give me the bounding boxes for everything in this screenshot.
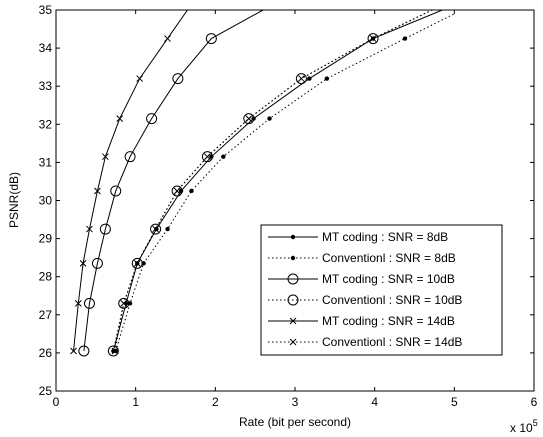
data-point-dot: [178, 188, 184, 194]
data-point-x: [111, 347, 119, 355]
data-point-circle: [367, 33, 379, 45]
x-multiplier: x 105: [510, 418, 538, 435]
data-point-x: [164, 35, 171, 42]
data-point-dot: [324, 76, 330, 81]
data-point-circle: [146, 113, 158, 125]
data-point-x: [298, 75, 305, 82]
data-point-circle: [107, 345, 119, 357]
series-line: [73, 10, 188, 352]
data-point-dot: [221, 154, 226, 159]
data-point-x: [204, 153, 211, 161]
legend-entry: Conventionl : SNR = 14dB: [268, 335, 462, 349]
data-point-circle: [287, 273, 299, 285]
data-point-circle: [171, 185, 183, 197]
legend-label: Conventionl : SNR = 10dB: [322, 293, 462, 307]
legend-label: MT coding : SNR = 10dB: [322, 272, 455, 286]
data-point-dot: [267, 116, 272, 121]
data-point-x: [133, 260, 141, 267]
y-tick-label: 27: [39, 308, 53, 322]
legend-label: Conventionl : SNR = 14dB: [322, 335, 462, 349]
y-tick-label: 31: [39, 155, 53, 169]
data-point-dot: [165, 226, 170, 232]
series-5: [70, 10, 188, 355]
data-point-dot: [290, 234, 296, 240]
y-tick-label: 35: [39, 3, 53, 17]
data-point-x: [94, 187, 101, 195]
data-point-x: [116, 115, 124, 122]
legend-label: Conventionl : SNR = 8dB: [322, 251, 456, 265]
data-point-dot: [209, 154, 214, 159]
data-point-x: [86, 225, 93, 233]
legend-entry: Conventionl : SNR = 10dB: [268, 293, 462, 307]
data-point-circle: [295, 73, 307, 85]
data-point-circle: [110, 185, 122, 197]
data-point-x: [120, 300, 128, 307]
legend: MT coding : SNR = 8dB Conventionl : SNR =…: [260, 224, 503, 356]
data-point-circle: [172, 73, 184, 85]
x-tick-label: 1: [132, 395, 139, 409]
data-point-x: [289, 338, 297, 346]
x-multiplier-base: x 10: [510, 421, 533, 435]
y-tick-label: 26: [39, 346, 53, 360]
data-point-x: [173, 187, 181, 195]
data-point-dot: [113, 348, 118, 354]
data-point-circle: [91, 257, 103, 269]
y-axis-label: PSNR(dB): [7, 172, 21, 228]
x-tick-label: 3: [292, 395, 299, 409]
legend-entry: Conventionl : SNR = 8dB: [268, 251, 456, 265]
series-6: [111, 10, 433, 355]
data-point-x: [369, 35, 377, 42]
data-point-circle: [78, 345, 90, 357]
data-point-circle: [287, 294, 299, 306]
data-point-x: [136, 75, 144, 82]
x-tick-label: 6: [531, 395, 538, 409]
x-tick-label: 4: [371, 395, 378, 409]
data-point-x: [245, 115, 253, 122]
legend-entry: MT coding : SNR = 8dB: [268, 230, 448, 244]
data-point-circle: [131, 257, 143, 269]
y-tick-label: 30: [39, 194, 53, 208]
data-point-x: [79, 260, 87, 267]
data-point-dot: [290, 255, 296, 261]
data-point-dot: [307, 76, 312, 81]
y-tick-label: 33: [39, 79, 53, 93]
legend-entry: MT coding : SNR = 14dB: [268, 314, 455, 328]
data-point-circle: [118, 297, 130, 309]
data-point-circle: [124, 151, 136, 163]
x-tick-label: 5: [451, 395, 458, 409]
data-point-dot: [402, 36, 408, 41]
series-3: [78, 10, 264, 357]
series-line: [83, 10, 264, 352]
y-tick-label: 34: [39, 41, 53, 55]
data-point-x: [70, 347, 77, 355]
legend-label: MT coding : SNR = 8dB: [322, 230, 448, 244]
data-point-x: [74, 300, 82, 307]
series-line: [114, 10, 433, 352]
x-tick-label: 0: [53, 395, 60, 409]
data-point-x: [152, 225, 159, 233]
x-tick-label: 2: [212, 395, 219, 409]
data-point-circle: [150, 223, 162, 235]
y-tick-label: 25: [39, 384, 53, 398]
y-tick-label: 28: [39, 270, 53, 284]
legend-label: MT coding : SNR = 14dB: [322, 314, 455, 328]
x-axis-label: Rate (bit per second): [239, 415, 351, 429]
data-point-circle: [201, 151, 213, 163]
data-point-circle: [99, 223, 111, 235]
data-point-circle: [205, 33, 217, 45]
data-point-circle: [243, 113, 255, 125]
series-layer: [70, 10, 455, 357]
legend-box: [260, 224, 503, 356]
data-point-x: [102, 153, 109, 161]
x-multiplier-exponent: 5: [533, 418, 538, 428]
data-point-x: [289, 317, 297, 325]
data-point-circle: [83, 297, 95, 309]
y-tick-label: 29: [39, 232, 53, 246]
legend-entry: MT coding : SNR = 10dB: [268, 272, 455, 286]
data-point-dot: [189, 188, 194, 194]
series-line: [112, 10, 443, 352]
y-tick-label: 32: [39, 117, 53, 131]
